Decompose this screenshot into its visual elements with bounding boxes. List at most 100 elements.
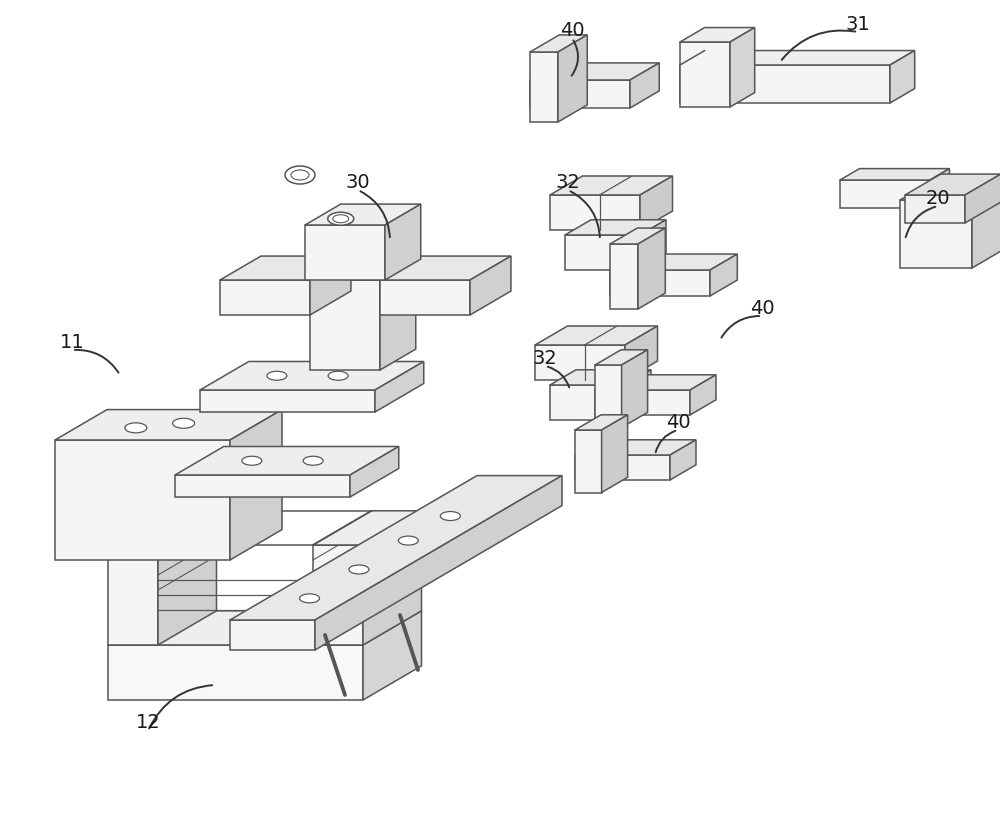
Polygon shape [375, 361, 424, 412]
FancyArrowPatch shape [656, 431, 675, 453]
Text: 32: 32 [533, 348, 557, 367]
Polygon shape [595, 390, 690, 415]
Polygon shape [385, 204, 421, 280]
Polygon shape [220, 280, 310, 315]
Ellipse shape [300, 594, 320, 603]
Polygon shape [550, 176, 672, 195]
Polygon shape [380, 256, 511, 280]
Ellipse shape [267, 371, 287, 380]
Polygon shape [108, 511, 216, 545]
Text: 31: 31 [846, 15, 870, 33]
Polygon shape [310, 259, 416, 280]
Ellipse shape [125, 422, 147, 433]
Polygon shape [690, 374, 716, 415]
Polygon shape [550, 370, 651, 385]
Polygon shape [200, 361, 424, 390]
Polygon shape [530, 35, 587, 52]
Ellipse shape [440, 511, 460, 520]
Ellipse shape [328, 371, 348, 380]
FancyArrowPatch shape [906, 207, 935, 238]
Polygon shape [535, 326, 658, 345]
Polygon shape [363, 511, 422, 645]
Polygon shape [530, 63, 659, 80]
Polygon shape [680, 65, 890, 103]
Polygon shape [350, 447, 399, 497]
Polygon shape [380, 280, 470, 315]
Ellipse shape [303, 457, 323, 466]
Polygon shape [680, 50, 915, 65]
Polygon shape [175, 447, 399, 475]
Polygon shape [535, 345, 625, 380]
FancyArrowPatch shape [782, 30, 855, 60]
Polygon shape [305, 204, 421, 225]
Polygon shape [730, 28, 755, 107]
Polygon shape [230, 475, 562, 620]
Ellipse shape [285, 166, 315, 184]
Polygon shape [575, 415, 628, 430]
Text: 32: 32 [556, 173, 580, 191]
Polygon shape [108, 511, 216, 545]
Text: 12: 12 [136, 714, 160, 733]
Text: 30: 30 [346, 173, 370, 191]
Polygon shape [680, 42, 730, 107]
Ellipse shape [291, 170, 309, 180]
Polygon shape [840, 180, 930, 208]
Polygon shape [625, 370, 651, 420]
Polygon shape [108, 645, 363, 700]
Polygon shape [965, 174, 1000, 223]
Polygon shape [575, 430, 602, 492]
Polygon shape [363, 610, 422, 700]
Polygon shape [108, 610, 422, 645]
FancyArrowPatch shape [149, 685, 212, 729]
Polygon shape [315, 475, 562, 650]
Ellipse shape [398, 536, 418, 545]
Polygon shape [530, 80, 630, 108]
Polygon shape [610, 244, 638, 309]
Polygon shape [313, 545, 363, 645]
Polygon shape [470, 256, 511, 315]
Polygon shape [230, 409, 282, 560]
Polygon shape [550, 195, 640, 230]
Polygon shape [625, 326, 658, 380]
Polygon shape [220, 256, 351, 280]
Polygon shape [638, 228, 665, 309]
Polygon shape [670, 440, 696, 480]
Polygon shape [310, 256, 351, 315]
Ellipse shape [173, 418, 195, 428]
Text: 20: 20 [926, 189, 950, 208]
Text: 40: 40 [750, 299, 774, 317]
Ellipse shape [333, 215, 349, 223]
Polygon shape [313, 511, 422, 545]
Polygon shape [602, 415, 628, 492]
Polygon shape [610, 228, 665, 244]
Polygon shape [680, 28, 755, 42]
Polygon shape [575, 440, 696, 455]
Polygon shape [55, 440, 230, 560]
Polygon shape [230, 620, 315, 650]
FancyArrowPatch shape [360, 191, 390, 237]
Text: 40: 40 [666, 413, 690, 431]
Ellipse shape [349, 565, 369, 574]
Polygon shape [175, 475, 350, 497]
Polygon shape [558, 35, 587, 122]
Polygon shape [565, 220, 666, 235]
Polygon shape [575, 455, 670, 480]
Text: 11: 11 [60, 332, 84, 352]
Polygon shape [640, 176, 672, 230]
Polygon shape [905, 195, 965, 223]
Polygon shape [840, 168, 950, 180]
FancyArrowPatch shape [721, 316, 759, 338]
FancyArrowPatch shape [548, 366, 569, 387]
Polygon shape [565, 235, 640, 270]
Polygon shape [900, 175, 1000, 200]
Polygon shape [890, 50, 915, 103]
Polygon shape [610, 254, 737, 270]
Polygon shape [55, 409, 282, 440]
Polygon shape [595, 350, 648, 365]
Ellipse shape [242, 457, 262, 466]
Polygon shape [595, 374, 716, 390]
Polygon shape [972, 175, 1000, 268]
Polygon shape [930, 168, 950, 208]
Polygon shape [622, 350, 648, 427]
Polygon shape [550, 385, 625, 420]
